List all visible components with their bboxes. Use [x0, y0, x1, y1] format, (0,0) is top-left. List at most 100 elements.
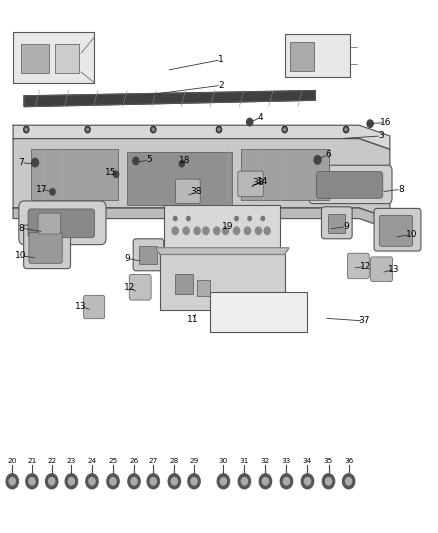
Circle shape [187, 216, 190, 221]
Text: 22: 22 [47, 458, 57, 464]
Circle shape [151, 126, 156, 133]
FancyBboxPatch shape [24, 225, 71, 269]
Circle shape [220, 478, 226, 485]
Circle shape [217, 474, 230, 489]
Circle shape [49, 478, 55, 485]
Bar [290, 42, 314, 71]
Text: 13: 13 [75, 302, 87, 311]
Text: 10: 10 [406, 230, 417, 239]
Circle shape [50, 189, 55, 195]
Circle shape [24, 126, 29, 133]
Text: 4: 4 [258, 113, 263, 122]
Bar [164, 205, 280, 256]
FancyBboxPatch shape [238, 171, 263, 197]
Circle shape [85, 126, 90, 133]
Circle shape [280, 474, 293, 489]
Text: 38: 38 [253, 179, 264, 187]
FancyBboxPatch shape [129, 274, 151, 300]
Text: 34: 34 [303, 458, 312, 464]
Text: 20: 20 [7, 458, 17, 464]
Circle shape [68, 478, 74, 485]
Circle shape [172, 227, 178, 235]
Bar [13, 32, 94, 83]
Circle shape [244, 227, 251, 235]
Polygon shape [155, 248, 289, 254]
Circle shape [255, 227, 261, 235]
Circle shape [171, 478, 177, 485]
FancyBboxPatch shape [38, 213, 60, 234]
Bar [21, 44, 49, 73]
Circle shape [233, 227, 240, 235]
Text: 18: 18 [179, 157, 191, 165]
Bar [139, 246, 157, 264]
Circle shape [86, 128, 89, 131]
Circle shape [89, 478, 95, 485]
Circle shape [107, 474, 119, 489]
Circle shape [343, 474, 355, 489]
Text: 25: 25 [108, 458, 118, 464]
Circle shape [367, 120, 373, 127]
Circle shape [241, 478, 247, 485]
Polygon shape [24, 91, 315, 107]
Circle shape [168, 474, 180, 489]
Text: 1: 1 [218, 55, 224, 64]
Text: 32: 32 [261, 458, 270, 464]
Polygon shape [13, 139, 390, 219]
FancyBboxPatch shape [29, 232, 62, 263]
Circle shape [264, 227, 270, 235]
FancyBboxPatch shape [176, 179, 200, 204]
Circle shape [261, 216, 265, 221]
Bar [55, 44, 79, 73]
Circle shape [113, 171, 119, 177]
Text: 8: 8 [398, 185, 404, 193]
FancyBboxPatch shape [133, 239, 164, 271]
Text: 26: 26 [129, 458, 139, 464]
FancyBboxPatch shape [19, 201, 106, 245]
Circle shape [283, 128, 286, 131]
Bar [210, 292, 307, 332]
Text: 36: 36 [344, 458, 353, 464]
Circle shape [152, 128, 155, 131]
Circle shape [235, 216, 238, 221]
Text: 9: 9 [124, 254, 130, 263]
Bar [197, 280, 210, 296]
FancyBboxPatch shape [347, 253, 369, 279]
FancyBboxPatch shape [321, 207, 352, 239]
Circle shape [150, 478, 156, 485]
Circle shape [133, 157, 139, 165]
Circle shape [262, 478, 268, 485]
Circle shape [346, 478, 352, 485]
Circle shape [46, 474, 58, 489]
Bar [175, 274, 193, 294]
Bar [31, 149, 118, 200]
Circle shape [9, 478, 15, 485]
Text: 8: 8 [18, 224, 24, 232]
Bar [160, 254, 285, 310]
Circle shape [194, 227, 200, 235]
FancyBboxPatch shape [84, 295, 105, 319]
Text: 6: 6 [325, 150, 332, 159]
Text: 5: 5 [146, 156, 152, 164]
Circle shape [179, 160, 184, 167]
Circle shape [86, 474, 98, 489]
Text: 2: 2 [219, 81, 224, 90]
Text: 3: 3 [378, 132, 384, 140]
Circle shape [216, 126, 222, 133]
Circle shape [128, 474, 140, 489]
Circle shape [343, 126, 349, 133]
Circle shape [345, 128, 347, 131]
Circle shape [223, 227, 229, 235]
Circle shape [247, 118, 253, 126]
Circle shape [32, 158, 39, 167]
Text: 10: 10 [15, 252, 27, 260]
FancyBboxPatch shape [374, 208, 421, 251]
Circle shape [325, 478, 332, 485]
Text: 23: 23 [67, 458, 76, 464]
Circle shape [173, 216, 177, 221]
Circle shape [248, 216, 251, 221]
Polygon shape [13, 208, 390, 229]
Bar [285, 34, 350, 77]
Circle shape [203, 227, 209, 235]
Circle shape [304, 478, 311, 485]
Circle shape [314, 156, 321, 164]
